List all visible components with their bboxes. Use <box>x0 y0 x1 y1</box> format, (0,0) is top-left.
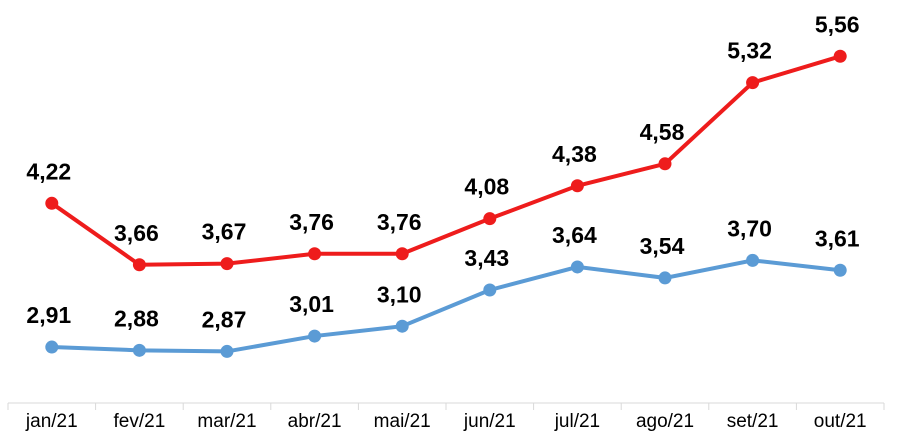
data-label: 3,67 <box>202 219 247 245</box>
data-label: 2,88 <box>114 305 159 331</box>
data-label: 4,38 <box>552 141 597 167</box>
point <box>308 247 322 261</box>
data-label: 5,32 <box>727 38 772 64</box>
x-tick-label: mar/21 <box>197 411 256 432</box>
data-label: 2,87 <box>202 307 247 333</box>
data-label: 3,64 <box>552 222 597 248</box>
x-tick-label: jul/21 <box>554 411 600 432</box>
x-tick-label: out/21 <box>814 411 867 432</box>
x-tick-label: jun/21 <box>463 411 516 432</box>
data-label: 4,58 <box>640 119 685 145</box>
data-label: 3,01 <box>289 291 334 317</box>
x-tick-label: jan/21 <box>25 411 78 432</box>
point <box>746 253 760 267</box>
series-line <box>50 54 841 267</box>
x-tick-label: ago/21 <box>636 411 694 432</box>
point <box>395 319 409 333</box>
data-label: 3,66 <box>114 220 159 246</box>
data-label: 3,61 <box>815 225 860 251</box>
data-label: 2,91 <box>26 302 71 328</box>
point <box>570 179 584 193</box>
point <box>833 263 847 277</box>
point <box>132 258 146 272</box>
point <box>658 157 672 171</box>
point <box>308 329 322 343</box>
data-label: 5,56 <box>815 11 860 37</box>
point <box>220 257 234 271</box>
data-label: 3,70 <box>727 215 772 241</box>
data-label: 4,22 <box>26 158 71 184</box>
x-tick-label: abr/21 <box>288 411 342 432</box>
data-label: 4,08 <box>464 174 509 200</box>
data-label: 3,43 <box>464 245 509 271</box>
x-tick-label: set/21 <box>727 411 779 432</box>
point <box>395 247 409 261</box>
point <box>658 271 672 285</box>
point <box>746 76 760 90</box>
point <box>45 340 59 354</box>
point <box>220 344 234 358</box>
point <box>483 212 497 226</box>
point <box>45 196 59 210</box>
point <box>132 343 146 357</box>
data-label: 3,54 <box>640 233 685 259</box>
data-label: 3,76 <box>377 209 422 235</box>
point <box>483 283 497 297</box>
series-line <box>51 258 841 354</box>
x-tick-label: mai/21 <box>374 411 431 432</box>
point <box>570 260 584 274</box>
point <box>833 49 847 63</box>
x-tick-label: fev/21 <box>114 411 166 432</box>
data-label: 3,10 <box>377 281 422 307</box>
data-label: 3,76 <box>289 209 334 235</box>
